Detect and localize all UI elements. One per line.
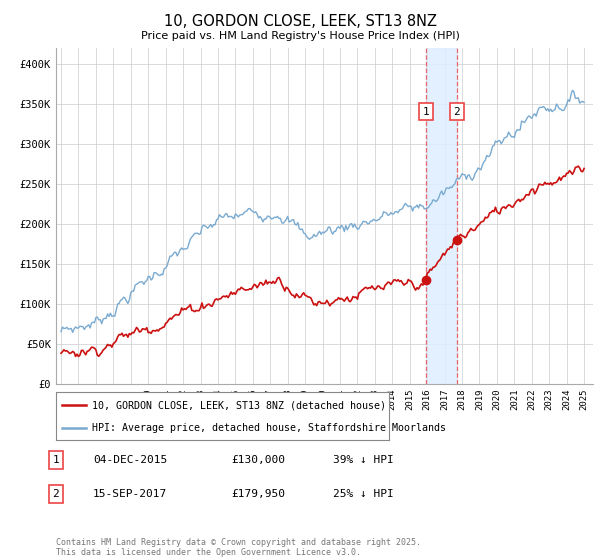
Text: 10, GORDON CLOSE, LEEK, ST13 8NZ (detached house): 10, GORDON CLOSE, LEEK, ST13 8NZ (detach… bbox=[92, 400, 386, 410]
Text: 25% ↓ HPI: 25% ↓ HPI bbox=[333, 489, 394, 499]
Point bbox=[59, 424, 66, 431]
Point bbox=[82, 424, 89, 431]
Point bbox=[82, 402, 89, 409]
Text: Price paid vs. HM Land Registry's House Price Index (HPI): Price paid vs. HM Land Registry's House … bbox=[140, 31, 460, 41]
Text: 10, GORDON CLOSE, LEEK, ST13 8NZ: 10, GORDON CLOSE, LEEK, ST13 8NZ bbox=[163, 14, 437, 29]
Point bbox=[59, 402, 66, 409]
Text: £179,950: £179,950 bbox=[231, 489, 285, 499]
Text: 04-DEC-2015: 04-DEC-2015 bbox=[93, 455, 167, 465]
Text: Contains HM Land Registry data © Crown copyright and database right 2025.
This d: Contains HM Land Registry data © Crown c… bbox=[56, 538, 421, 557]
Text: 1: 1 bbox=[422, 106, 429, 116]
Text: 39% ↓ HPI: 39% ↓ HPI bbox=[333, 455, 394, 465]
Text: 15-SEP-2017: 15-SEP-2017 bbox=[93, 489, 167, 499]
Text: 2: 2 bbox=[52, 489, 59, 499]
Text: 1: 1 bbox=[52, 455, 59, 465]
Bar bbox=[426, 48, 457, 384]
Text: HPI: Average price, detached house, Staffordshire Moorlands: HPI: Average price, detached house, Staf… bbox=[92, 423, 446, 433]
Text: 2: 2 bbox=[454, 106, 460, 116]
Text: £130,000: £130,000 bbox=[231, 455, 285, 465]
